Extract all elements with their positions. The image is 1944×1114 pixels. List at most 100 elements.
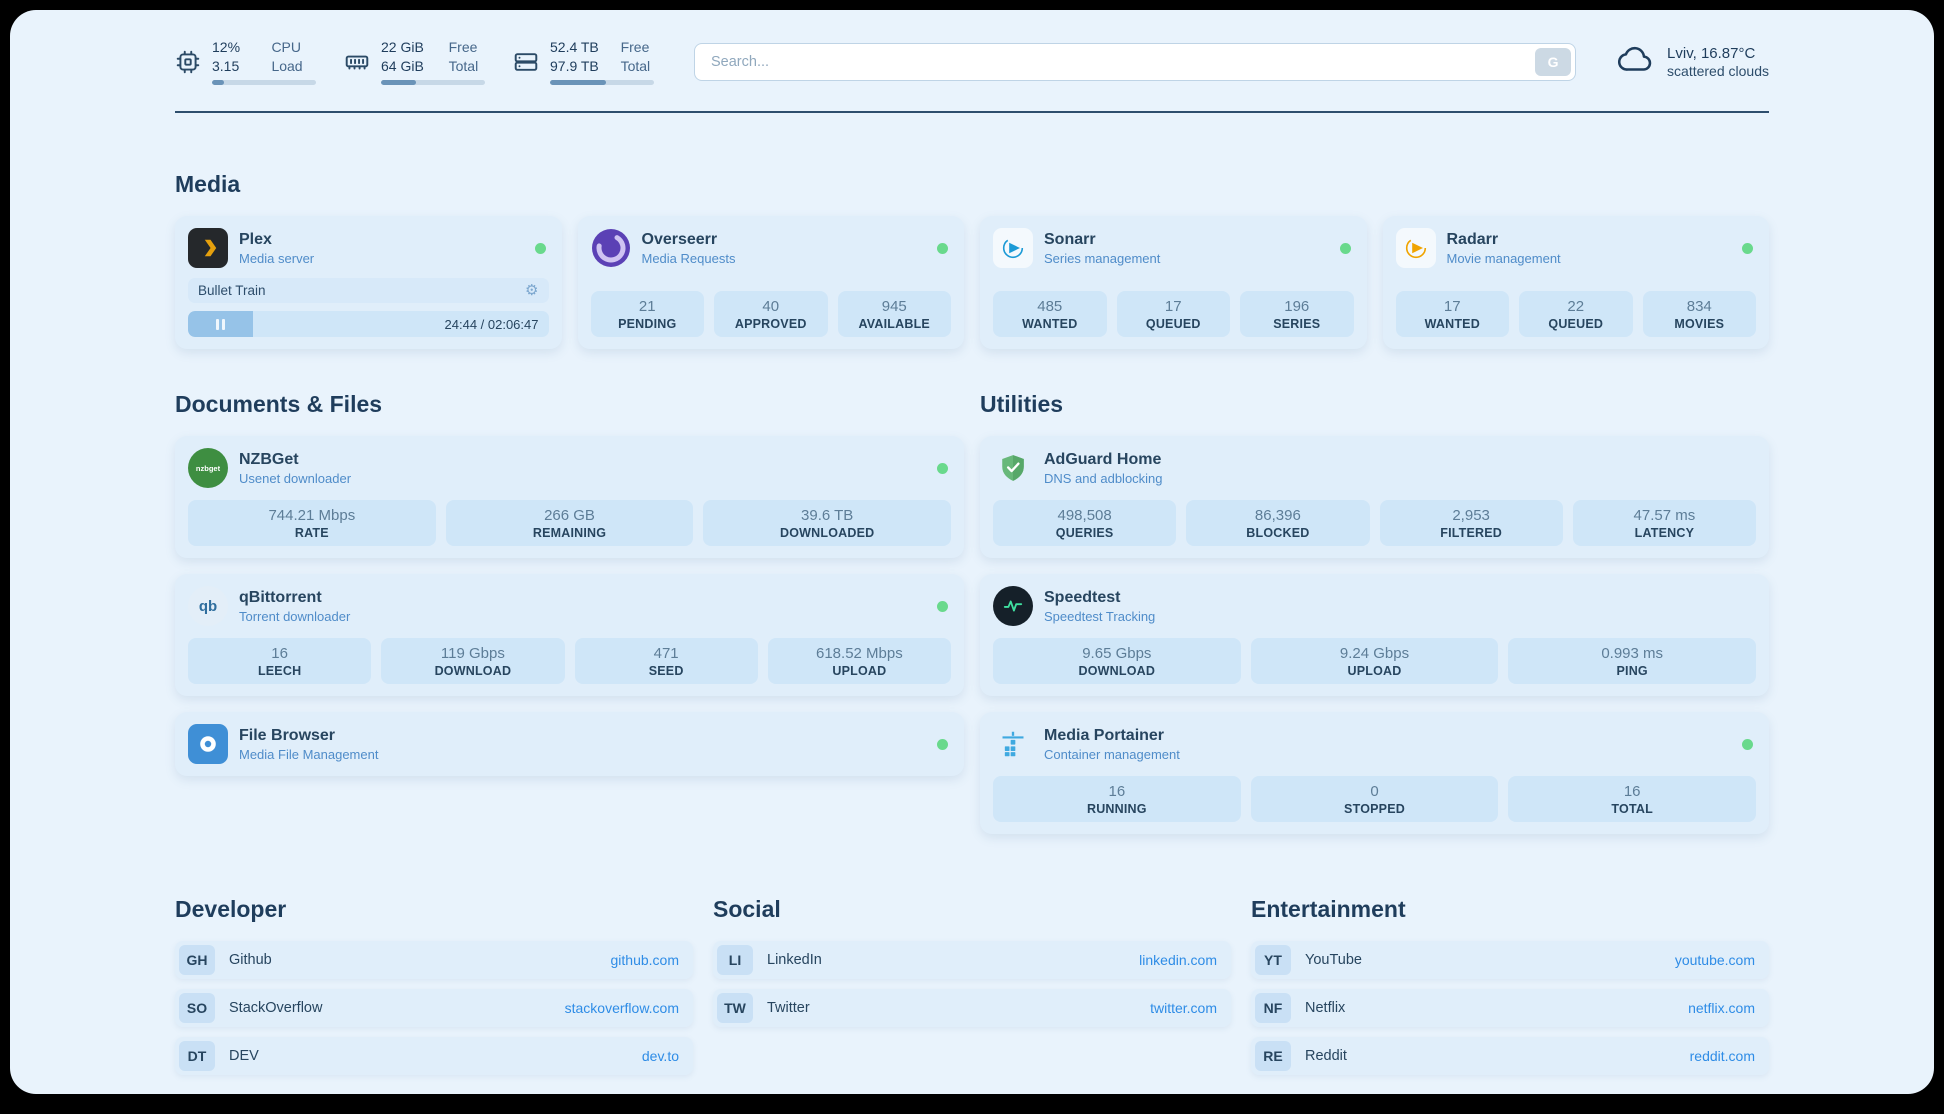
app-card-speedtest: Speedtest Speedtest Tracking 9.65 Gbps D…: [980, 574, 1769, 697]
stat-total: 16 TOTAL: [1508, 776, 1757, 823]
link-row-youtube[interactable]: YT YouTube youtube.com: [1251, 941, 1769, 980]
link-group-entertainment: Entertainment YT YouTube youtube.com NF …: [1251, 896, 1769, 1085]
stat-value: 0: [1370, 783, 1379, 801]
link-row-linkedin[interactable]: LI LinkedIn linkedin.com: [713, 941, 1231, 980]
now-playing-widget: Bullet Train ⚙ 24:44 / 02:06:47: [188, 278, 549, 338]
stat-ping: 0.993 ms PING: [1508, 638, 1757, 685]
overseerr-icon[interactable]: [591, 228, 631, 268]
link-name: Github: [229, 952, 272, 969]
section-title-utilities: Utilities: [980, 391, 1064, 418]
filebrowser-icon[interactable]: [188, 724, 228, 765]
stat-value: 0.993 ms: [1601, 645, 1664, 663]
stat-value: 9.24 Gbps: [1339, 645, 1410, 663]
app-name[interactable]: qBittorrent: [239, 589, 322, 607]
app-name[interactable]: Overseerr: [641, 231, 718, 249]
link-url[interactable]: youtube.com: [1674, 952, 1755, 969]
stat-pending: 21 PENDING: [590, 291, 704, 338]
stat-downloaded: 39.6 TB DOWNLOADED: [703, 500, 952, 547]
app-name[interactable]: NZBGet: [239, 451, 299, 469]
sonarr-icon[interactable]: [993, 228, 1033, 269]
playback-progress-bar[interactable]: 24:44 / 02:06:47: [188, 311, 549, 338]
storage-progress-bar: [550, 80, 654, 86]
app-description: Media File Management: [239, 747, 379, 763]
stat-stopped: 0 STOPPED: [1250, 776, 1499, 823]
link-row-github[interactable]: GH Github github.com: [175, 941, 693, 980]
adguard-icon[interactable]: [993, 448, 1033, 488]
stat-label: DOWNLOAD: [1078, 664, 1156, 679]
stat-value: 21: [638, 298, 656, 316]
app-description: Series management: [1044, 251, 1161, 267]
link-group-developer: Developer GH Github github.com SO StackO…: [175, 896, 693, 1085]
status-dot: [1339, 242, 1351, 254]
search-engine-button[interactable]: G: [1535, 47, 1572, 76]
app-name[interactable]: AdGuard Home: [1044, 451, 1162, 469]
link-url[interactable]: github.com: [610, 952, 679, 969]
app-description: Container management: [1044, 747, 1180, 763]
link-row-stackoverflow[interactable]: SO StackOverflow stackoverflow.com: [175, 989, 693, 1028]
link-row-twitter[interactable]: TW Twitter twitter.com: [713, 989, 1231, 1028]
app-card-adguard: AdGuard Home DNS and adblocking 498,508 …: [980, 436, 1769, 559]
stat-label: WANTED: [1022, 317, 1078, 332]
plex-icon[interactable]: [188, 228, 228, 269]
stat-download: 119 Gbps DOWNLOAD: [381, 638, 565, 685]
gear-icon[interactable]: ⚙: [525, 282, 539, 300]
stat-value: 22: [1567, 298, 1585, 316]
link-row-dev[interactable]: DT DEV dev.to: [175, 1037, 693, 1076]
qbittorrent-icon[interactable]: qb: [188, 586, 228, 627]
ram-icon: [344, 49, 370, 75]
radarr-icon[interactable]: [1395, 228, 1436, 269]
stat-queries: 498,508 QUERIES: [993, 500, 1177, 547]
app-name[interactable]: Sonarr: [1044, 231, 1096, 249]
link-row-reddit[interactable]: RE Reddit reddit.com: [1251, 1037, 1769, 1076]
cpu-progress-fill: [212, 80, 225, 86]
stat-value: 16: [1108, 783, 1126, 801]
link-row-netflix[interactable]: NF Netflix netflix.com: [1251, 989, 1769, 1028]
link-url[interactable]: dev.to: [641, 1048, 679, 1065]
stat-value: 119 Gbps: [440, 645, 505, 663]
weather-widget[interactable]: Lviv, 16.87°C scattered clouds: [1618, 44, 1769, 79]
link-url[interactable]: twitter.com: [1150, 1000, 1217, 1017]
cloud-icon: [1618, 44, 1654, 79]
stat-label: SERIES: [1273, 317, 1321, 332]
stat-filtered: 2,953 FILTERED: [1379, 500, 1563, 547]
main-content: Media Plex Media server Bullet Train: [10, 171, 1934, 1085]
stat-value: 47.57 ms: [1633, 507, 1696, 525]
stat-label: SEED: [648, 664, 684, 679]
stat-wanted: 17 WANTED: [1395, 291, 1509, 338]
link-url[interactable]: linkedin.com: [1139, 952, 1217, 969]
stat-value: 744.21 Mbps: [268, 507, 356, 525]
app-card-plex: Plex Media server Bullet Train ⚙ 24:44: [175, 216, 562, 350]
status-dot: [1742, 738, 1753, 750]
app-card-filebrowser: File Browser Media File Management: [175, 712, 964, 777]
memory-widget: 22 GiB Free 64 GiB Total: [344, 38, 485, 86]
hard-drive-icon: [513, 49, 539, 75]
link-url[interactable]: reddit.com: [1689, 1048, 1755, 1065]
nzbget-icon[interactable]: nzbget: [188, 448, 228, 489]
stat-label: BLOCKED: [1246, 526, 1310, 541]
app-name[interactable]: Media Portainer: [1044, 727, 1165, 745]
pause-icon[interactable]: [215, 318, 225, 330]
section-title-documents: Documents & Files: [175, 391, 383, 418]
app-name[interactable]: Radarr: [1446, 231, 1499, 249]
link-url[interactable]: stackoverflow.com: [564, 1000, 679, 1017]
stat-value: 196: [1284, 298, 1310, 316]
app-card-nzbget: nzbget NZBGet Usenet downloader 744.21 M…: [175, 436, 964, 559]
stat-available: 945 AVAILABLE: [837, 291, 951, 338]
top-bar: 12% CPU 3.15 Load: [10, 10, 1934, 86]
app-name[interactable]: File Browser: [239, 727, 336, 745]
portainer-icon[interactable]: [993, 724, 1033, 764]
stat-rate: 744.21 Mbps RATE: [188, 500, 436, 547]
memory-progress-fill: [381, 80, 417, 86]
stat-value: 16: [271, 645, 288, 663]
link-url[interactable]: netflix.com: [1688, 1000, 1755, 1017]
app-name[interactable]: Speedtest: [1044, 589, 1121, 607]
speedtest-icon[interactable]: [993, 586, 1033, 627]
stat-label: WANTED: [1424, 317, 1480, 332]
status-dot: [937, 242, 948, 254]
search-input[interactable]: [694, 42, 1577, 81]
app-name[interactable]: Plex: [239, 231, 272, 249]
link-abbr: TW: [717, 993, 753, 1024]
documents-column: Documents & Files nzbget NZBGet Usenet d…: [175, 391, 964, 777]
stat-movies: 834 MOVIES: [1642, 291, 1756, 338]
stat-value: 16: [1623, 783, 1641, 801]
